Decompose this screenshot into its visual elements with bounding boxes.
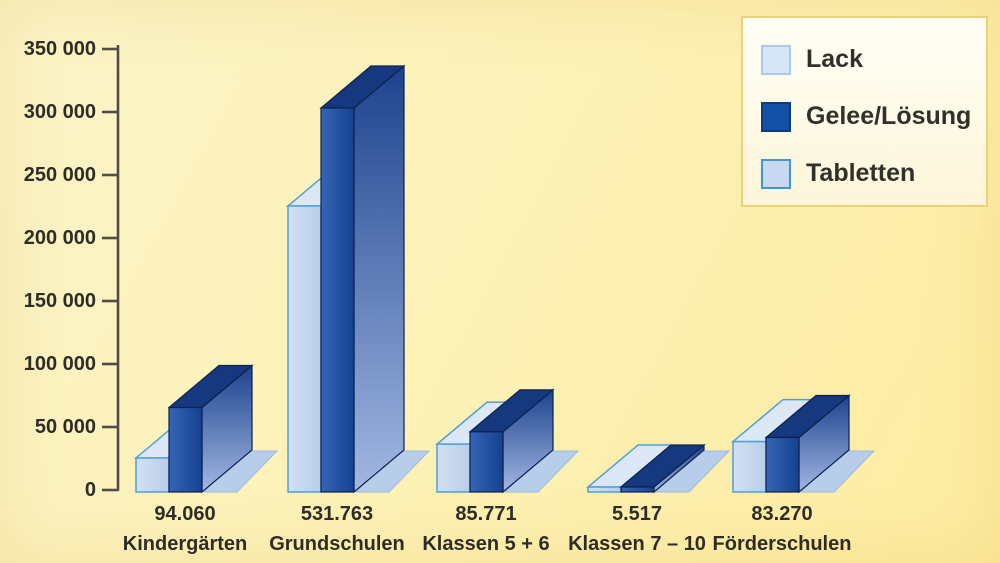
legend-item-lack: Lack	[761, 31, 986, 88]
legend-label-lack: Lack	[806, 45, 863, 73]
legend-box: Lack Gelee/Lösung Tabletten	[741, 16, 988, 207]
legend-swatch-tabletten	[761, 158, 791, 189]
legend-swatch-gelee-loesung	[761, 101, 791, 132]
category-name-label: Kindergärten	[122, 533, 248, 555]
category-value-label: 531.763	[300, 503, 374, 525]
legend-item-gelee-loesung: Gelee/Lösung	[761, 88, 986, 145]
category-value-label: 85.771	[455, 503, 517, 525]
legend-item-tabletten: Tabletten	[761, 145, 986, 202]
y-axis-tick-label: 150 000	[23, 290, 96, 312]
y-axis-tick-label: 200 000	[23, 227, 96, 249]
category-name-label: Förderschulen	[712, 533, 852, 555]
category-name-label: Klassen 7 – 10	[568, 533, 706, 555]
y-axis-tick-label: 0	[84, 479, 96, 501]
y-axis-tick-label: 300 000	[23, 101, 96, 123]
legend-swatch-lack	[761, 44, 791, 75]
y-axis-tick-label: 100 000	[23, 353, 96, 375]
y-axis-tick-label: 50 000	[34, 416, 96, 438]
category-value-label: 94.060	[154, 503, 216, 525]
category-value-label: 5.517	[611, 503, 663, 525]
category-value-label: 83.270	[751, 503, 813, 525]
category-name-label: Klassen 5 + 6	[422, 533, 550, 555]
category-name-label: Grundschulen	[269, 533, 405, 555]
y-axis-tick-label: 250 000	[23, 164, 96, 186]
legend-label-tabletten: Tabletten	[806, 159, 916, 187]
y-axis-tick-label: 350 000	[23, 38, 96, 60]
legend-label-gelee-loesung: Gelee/Lösung	[806, 102, 972, 130]
